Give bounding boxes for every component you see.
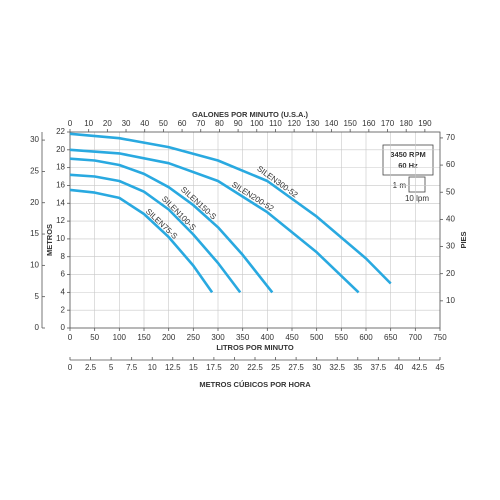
x-tick-label: 100 — [113, 333, 127, 342]
x-tick-label: 350 — [236, 333, 250, 342]
curve — [69, 132, 392, 285]
x2-tick-label: 190 — [418, 119, 432, 128]
x3-tick-label: 45 — [436, 363, 445, 372]
y-tick-label: 8 — [61, 252, 66, 261]
x2-tick-label: 100 — [250, 119, 264, 128]
y-tick-label: 20 — [56, 145, 65, 154]
x-tick-label: 50 — [90, 333, 99, 342]
x-tick-label: 500 — [310, 333, 324, 342]
y3-tick-label: 5 — [35, 292, 40, 301]
x2-tick-label: 30 — [122, 119, 131, 128]
y2-tick-label: 40 — [446, 214, 455, 223]
x3-axis-title: METROS CÚBICOS POR HORA — [199, 380, 311, 389]
y-tick-label: 14 — [56, 198, 65, 207]
x3-tick-label: 17.5 — [206, 363, 222, 372]
x3-tick-label: 20 — [230, 363, 239, 372]
x3-tick-label: 37.5 — [371, 363, 387, 372]
y3-tick-label: 10 — [30, 260, 39, 269]
x3-tick-label: 10 — [148, 363, 157, 372]
x-tick-label: 700 — [409, 333, 423, 342]
y-tick-label: 4 — [61, 287, 66, 296]
x3-tick-label: 40 — [394, 363, 403, 372]
x2-tick-label: 70 — [196, 119, 205, 128]
y3-tick-label: 30 — [30, 135, 39, 144]
curve — [69, 157, 274, 294]
x3-tick-label: 0 — [68, 363, 73, 372]
x-tick-label: 750 — [433, 333, 447, 342]
y2-tick-label: 10 — [446, 296, 455, 305]
x3-tick-label: 22.5 — [247, 363, 263, 372]
y2-tick-label: 20 — [446, 269, 455, 278]
speed: 3450 RPM — [390, 150, 425, 159]
curve — [69, 173, 242, 294]
y-tick-label: 22 — [56, 127, 65, 136]
x3-tick-label: 27.5 — [288, 363, 304, 372]
x3-tick-label: 30 — [312, 363, 321, 372]
x2-tick-label: 50 — [159, 119, 168, 128]
y2-tick-label: 60 — [446, 160, 455, 169]
frequency: 60 Hz — [398, 161, 418, 170]
x-tick-label: 300 — [211, 333, 225, 342]
x3-tick-label: 25 — [271, 363, 280, 372]
y-tick-label: 0 — [61, 323, 66, 332]
x2-tick-label: 60 — [178, 119, 187, 128]
x2-tick-label: 40 — [140, 119, 149, 128]
curve — [69, 188, 214, 294]
x2-tick-label: 20 — [103, 119, 112, 128]
x-tick-label: 0 — [68, 333, 73, 342]
y2-tick-label: 50 — [446, 187, 455, 196]
x-tick-label: 600 — [359, 333, 373, 342]
x-tick-label: 400 — [261, 333, 275, 342]
y-tick-label: 12 — [56, 216, 65, 225]
y3-tick-label: 20 — [30, 198, 39, 207]
y-tick-label: 6 — [61, 270, 66, 279]
x-tick-label: 450 — [285, 333, 299, 342]
x3-tick-label: 35 — [353, 363, 362, 372]
y3-tick-label: 15 — [30, 229, 39, 238]
x3-tick-label: 12.5 — [165, 363, 181, 372]
x-tick-label: 150 — [137, 333, 151, 342]
y-tick-label: 2 — [61, 305, 66, 314]
x3-tick-label: 42.5 — [412, 363, 428, 372]
x2-tick-label: 140 — [325, 119, 339, 128]
x-axis-title: LITROS POR MINUTO — [216, 343, 294, 352]
x-tick-label: 200 — [162, 333, 176, 342]
x2-tick-label: 90 — [234, 119, 243, 128]
x3-tick-label: 32.5 — [329, 363, 345, 372]
x3-tick-label: 15 — [189, 363, 198, 372]
y-tick-label: 16 — [56, 181, 65, 190]
plot-frame — [69, 131, 441, 329]
x3-tick-label: 5 — [109, 363, 114, 372]
x2-tick-label: 120 — [287, 119, 301, 128]
y2-tick-label: 70 — [446, 133, 455, 142]
y2-tick-label: 30 — [446, 242, 455, 251]
y3-tick-label: 0 — [35, 323, 40, 332]
y2-axis-title: PIES — [459, 231, 468, 248]
x2-tick-label: 10 — [84, 119, 93, 128]
curve — [69, 148, 360, 294]
scale-square — [408, 176, 426, 193]
x-tick-label: 550 — [335, 333, 349, 342]
scale-width: 10 lpm — [405, 194, 429, 203]
x2-tick-label: 130 — [306, 119, 320, 128]
y-tick-label: 18 — [56, 163, 65, 172]
x-tick-label: 650 — [384, 333, 398, 342]
x2-tick-label: 0 — [68, 119, 73, 128]
y3-tick-label: 25 — [30, 167, 39, 176]
x2-tick-label: 180 — [400, 119, 414, 128]
y-axis-title: METROS — [45, 224, 54, 256]
x2-tick-label: 110 — [269, 119, 282, 128]
x2-tick-label: 150 — [343, 119, 357, 128]
x2-tick-label: 160 — [362, 119, 376, 128]
x2-tick-label: 80 — [215, 119, 224, 128]
x3-tick-label: 7.5 — [126, 363, 138, 372]
y-tick-label: 10 — [56, 234, 65, 243]
x2-axis-title: GALONES POR MINUTO (U.S.A.) — [192, 110, 309, 119]
x2-tick-label: 170 — [381, 119, 395, 128]
x3-tick-label: 2.5 — [85, 363, 97, 372]
x-tick-label: 250 — [187, 333, 201, 342]
